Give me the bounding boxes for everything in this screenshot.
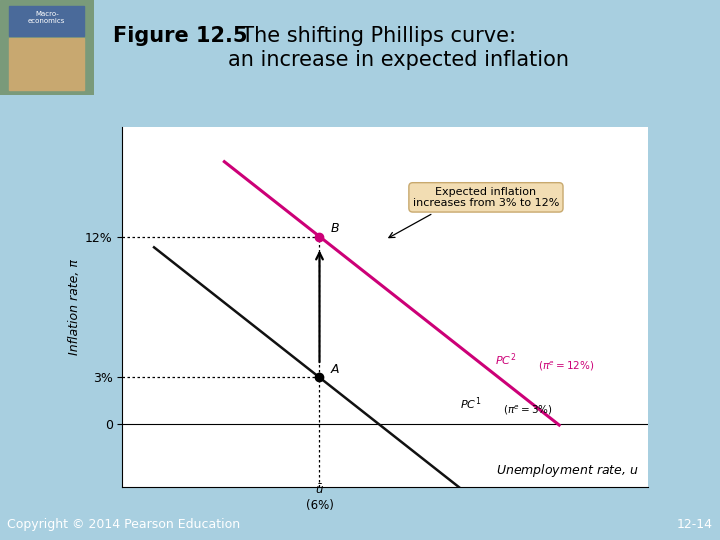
Y-axis label: Inflation rate, π: Inflation rate, π (68, 259, 81, 355)
Text: 12-14: 12-14 (677, 518, 713, 531)
Text: Unemployment rate, $u$: Unemployment rate, $u$ (497, 462, 639, 480)
Text: $B$: $B$ (330, 222, 341, 235)
Text: Figure 12.5: Figure 12.5 (113, 26, 248, 46)
Text: Expected inflation
increases from 3% to 12%: Expected inflation increases from 3% to … (413, 187, 559, 208)
Text: Macro-
economics: Macro- economics (28, 11, 66, 24)
Text: $A$: $A$ (330, 363, 341, 376)
Bar (9, 6, 84, 36)
Text: $PC^2$: $PC^2$ (495, 352, 516, 368)
Text: The shifting Phillips curve:
an increase in expected inflation: The shifting Phillips curve: an increase… (228, 26, 569, 70)
Text: $(\pi^e = 3\%)$: $(\pi^e = 3\%)$ (503, 403, 553, 417)
Text: Copyright © 2014 Pearson Education: Copyright © 2014 Pearson Education (7, 518, 240, 531)
Text: $(\pi^e = 12\%)$: $(\pi^e = 12\%)$ (539, 360, 595, 373)
Text: $PC^1$: $PC^1$ (459, 396, 481, 412)
Text: $\bar{u}$
(6%): $\bar{u}$ (6%) (305, 484, 333, 512)
Bar (9, 38, 84, 90)
